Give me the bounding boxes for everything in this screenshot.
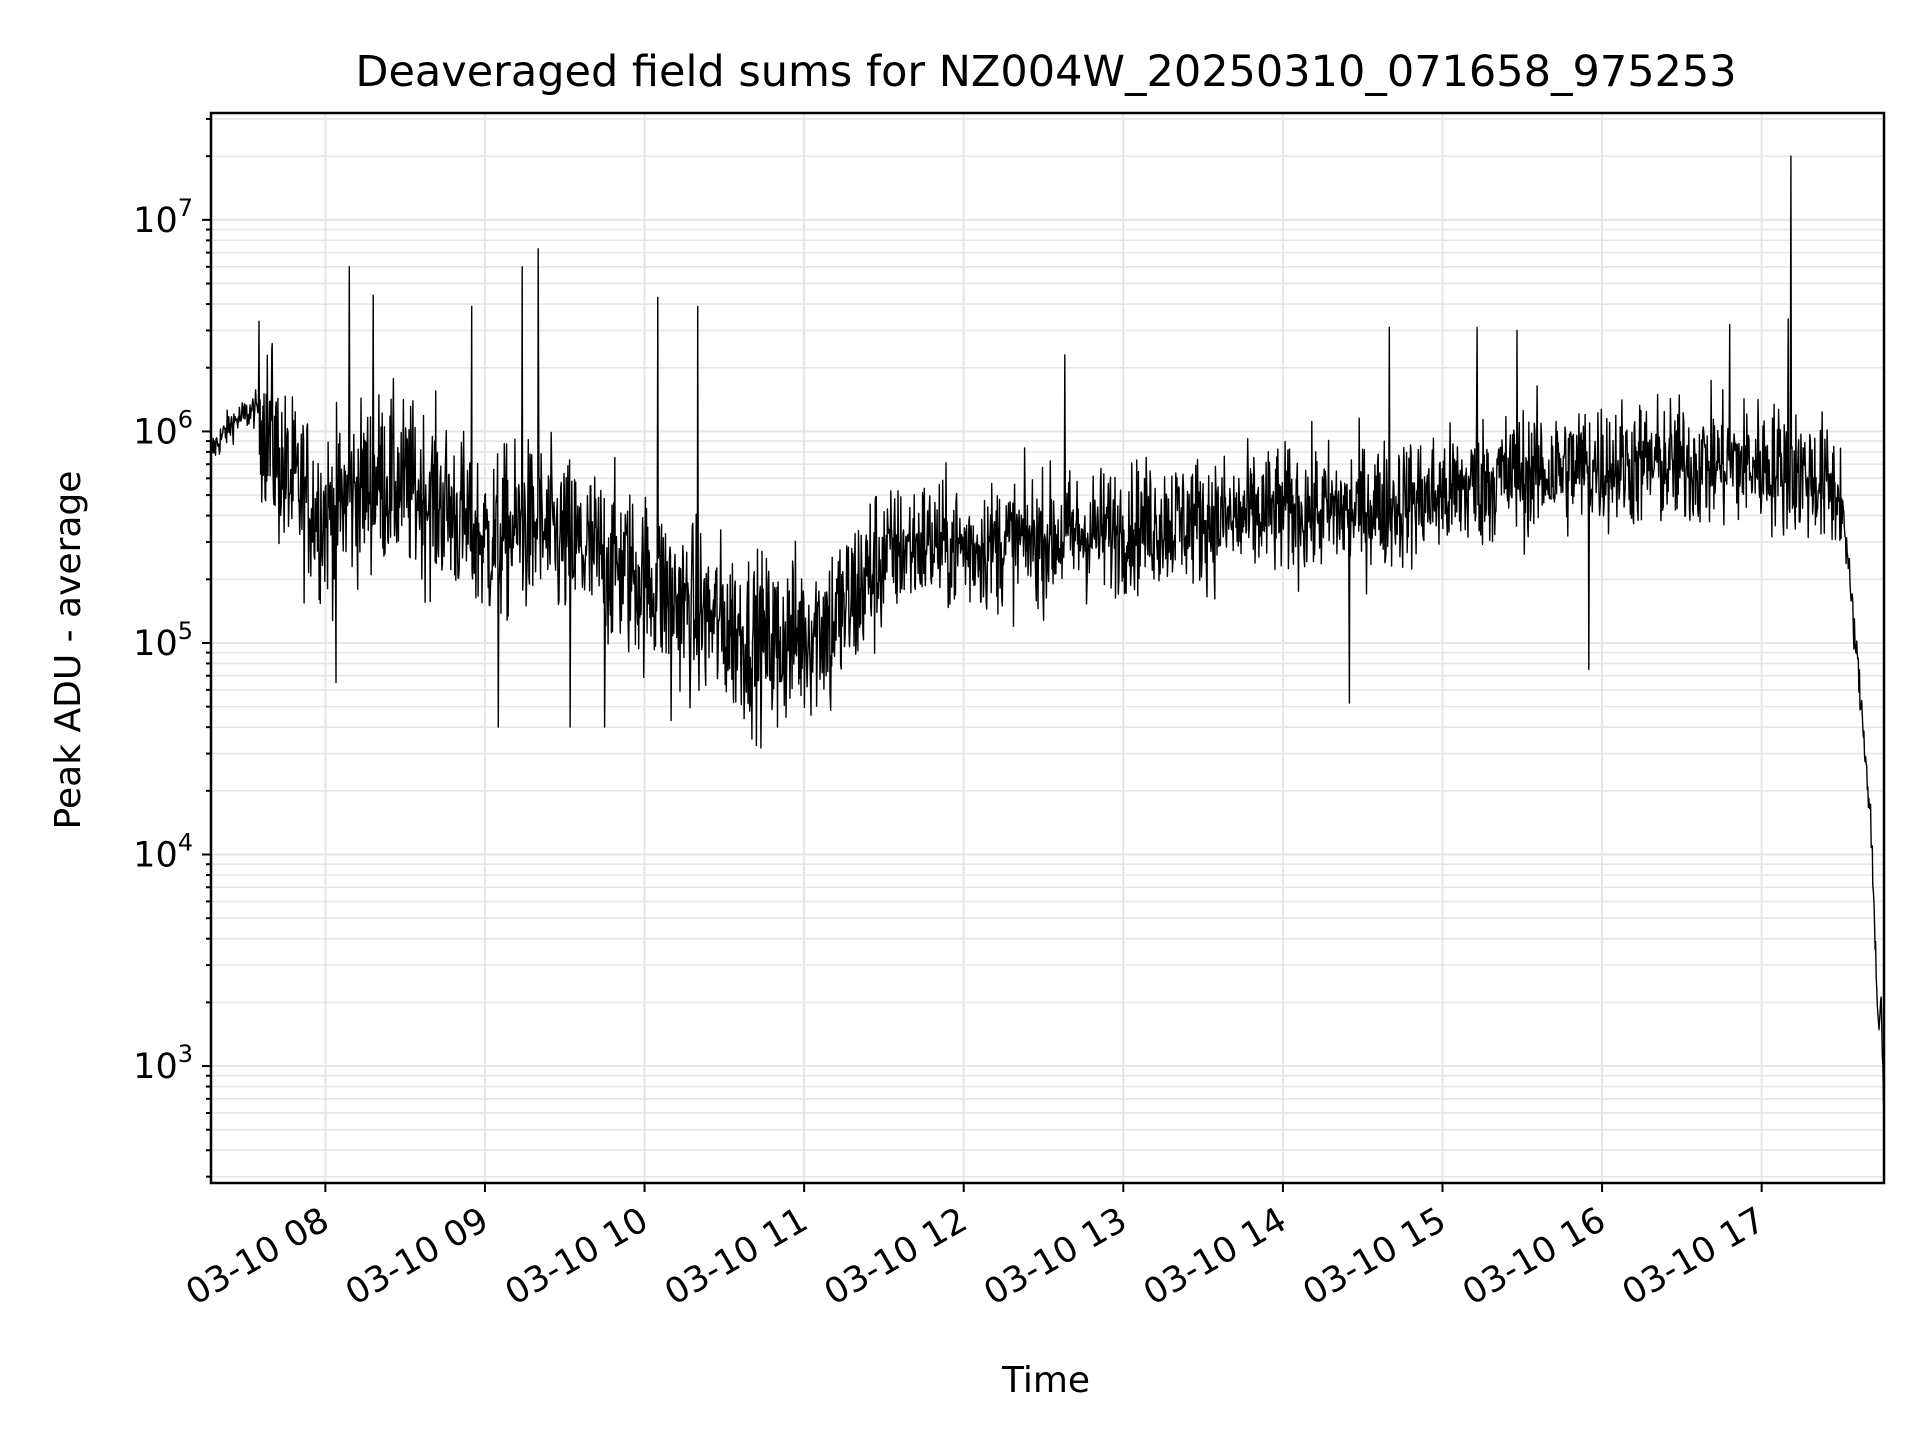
y-tick-label: 105 bbox=[133, 617, 193, 664]
plot-frame bbox=[209, 111, 1886, 1185]
series-layer bbox=[210, 155, 1885, 1115]
grid bbox=[211, 113, 1884, 1183]
x-axis-label: Time bbox=[1001, 1360, 1090, 1401]
y-tick-label: 103 bbox=[133, 1040, 193, 1087]
y-axis-label: Peak ADU - average bbox=[48, 471, 89, 830]
series-line bbox=[210, 155, 1885, 1115]
chart-title: Deaveraged field sums for NZ004W_2025031… bbox=[355, 47, 1736, 97]
y-tick-label: 107 bbox=[133, 194, 193, 241]
y-tick-label: 106 bbox=[133, 405, 193, 452]
y-tick-label: 104 bbox=[133, 829, 193, 876]
